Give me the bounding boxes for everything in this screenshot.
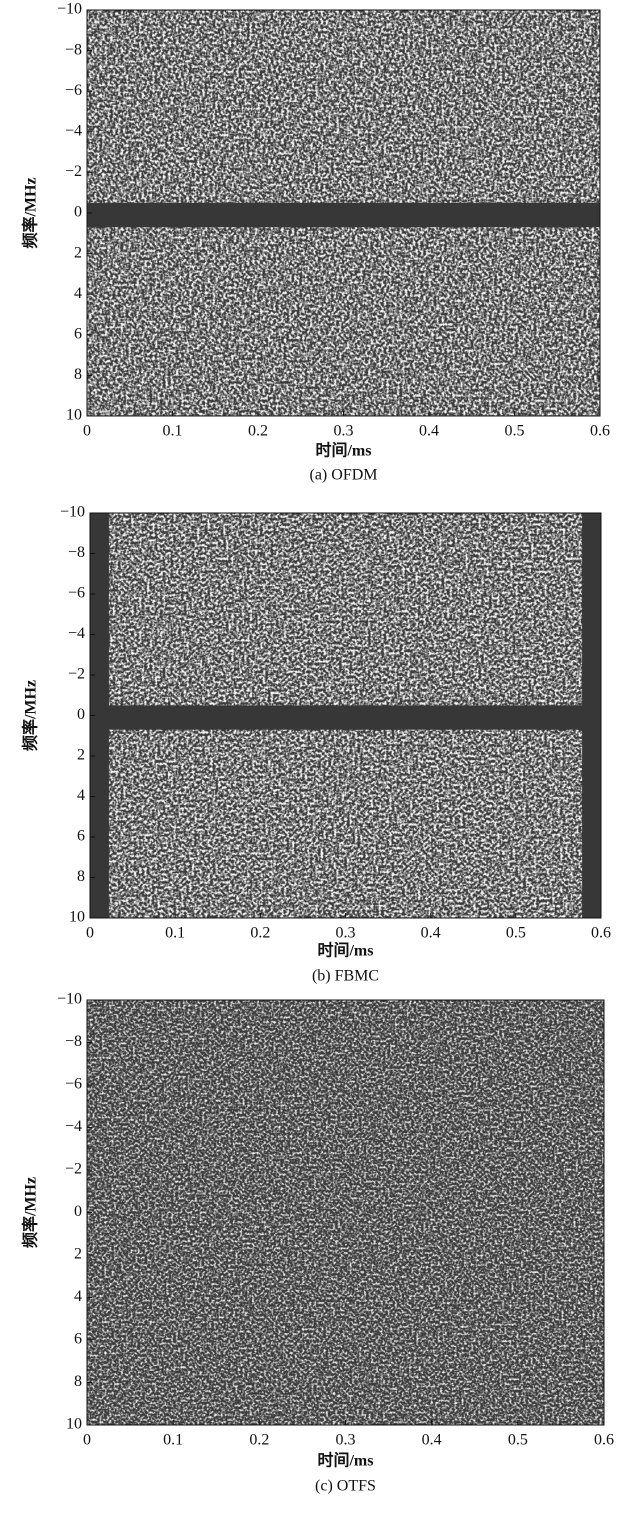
x-tick-label: 0.2 xyxy=(250,925,270,942)
y-tick-label: −8 xyxy=(65,1033,82,1050)
y-tick-label: 6 xyxy=(74,1331,82,1348)
y-tick-label: −4 xyxy=(65,122,82,139)
x-tick-label: 0.5 xyxy=(506,925,526,942)
x-tick-label: 0 xyxy=(86,925,94,942)
x-tick-label: 0.1 xyxy=(163,423,183,440)
y-tick-label: 8 xyxy=(77,868,85,885)
y-tick-label: 6 xyxy=(77,828,85,845)
panel-caption: (a) OFDM xyxy=(310,467,378,484)
x-tick-label: 0.3 xyxy=(336,1432,356,1449)
y-tick-label: 2 xyxy=(74,244,82,261)
panel: 0 0.1 0.2 0.3 0.4 0.5 0.6 −10 −8 −6 −4 −2 0 2 4 6 8 10 时间/… xyxy=(21,504,611,985)
x-tick-label: 0.4 xyxy=(421,925,441,942)
y-tick-label: 10 xyxy=(66,1416,82,1433)
y-tick-label: 4 xyxy=(74,285,82,302)
panel-caption: (c) OTFS xyxy=(315,1478,376,1495)
y-tick-label: −2 xyxy=(68,666,85,683)
x-axis-label: 时间/ms xyxy=(317,1451,373,1470)
x-tick-label: 0.1 xyxy=(165,925,185,942)
x-tick-label: 0.2 xyxy=(249,1432,269,1449)
x-tick-label: 0.1 xyxy=(163,1432,183,1449)
y-axis-label: 频率/MHz xyxy=(21,177,40,248)
panel-caption: (b) FBMC xyxy=(312,968,379,985)
panel: 0 0.1 0.2 0.3 0.4 0.5 0.6 −10 −8 −6 −4 −2 0 2 4 6 8 10 时间/… xyxy=(21,1,610,484)
heatmap-image xyxy=(87,1000,604,1425)
y-tick-label: −4 xyxy=(68,625,85,642)
y-tick-label: 6 xyxy=(74,325,82,342)
y-tick-label: −6 xyxy=(65,82,82,99)
y-tick-label: 0 xyxy=(74,204,82,221)
y-axis-label: 频率/MHz xyxy=(21,680,40,751)
guard-band xyxy=(87,202,600,228)
x-tick-label: 0.5 xyxy=(508,1432,528,1449)
y-tick-label: −4 xyxy=(65,1118,82,1135)
x-tick-label: 0.3 xyxy=(334,423,354,440)
y-tick-label: 10 xyxy=(66,407,82,424)
guard-band xyxy=(90,705,601,730)
y-tick-label: −10 xyxy=(57,1,82,18)
y-tick-label: −10 xyxy=(60,504,85,521)
y-tick-label: 10 xyxy=(69,909,85,926)
y-tick-label: 8 xyxy=(74,1373,82,1390)
guard-band xyxy=(582,513,601,918)
y-tick-label: 2 xyxy=(77,747,85,764)
y-tick-label: −8 xyxy=(68,544,85,561)
y-tick-label: −6 xyxy=(65,1076,82,1093)
x-axis-label: 时间/ms xyxy=(317,941,373,960)
y-tick-label: −8 xyxy=(65,41,82,58)
y-tick-label: −2 xyxy=(65,1161,82,1178)
y-axis-label: 频率/MHz xyxy=(21,1177,40,1248)
panel: 0 0.1 0.2 0.3 0.4 0.5 0.6 −10 −8 −6 −4 −2 0 2 4 6 8 10 时间/… xyxy=(21,991,614,1495)
x-axis-label: 时间/ms xyxy=(315,441,371,460)
x-tick-label: 0 xyxy=(83,423,91,440)
x-tick-label: 0.6 xyxy=(591,925,611,942)
guard-band xyxy=(90,513,109,918)
x-tick-label: 0.3 xyxy=(336,925,356,942)
x-tick-label: 0 xyxy=(83,1432,91,1449)
x-tick-label: 0.2 xyxy=(248,423,268,440)
x-tick-label: 0.6 xyxy=(594,1432,614,1449)
y-tick-label: 0 xyxy=(77,706,85,723)
y-tick-label: 0 xyxy=(74,1203,82,1220)
x-tick-label: 0.4 xyxy=(422,1432,442,1449)
y-tick-label: 2 xyxy=(74,1246,82,1263)
y-tick-label: 4 xyxy=(74,1288,82,1305)
x-tick-label: 0.5 xyxy=(505,423,525,440)
y-tick-label: 4 xyxy=(77,787,85,804)
x-tick-label: 0.6 xyxy=(590,423,610,440)
y-tick-label: −2 xyxy=(65,163,82,180)
y-tick-label: 8 xyxy=(74,366,82,383)
y-tick-label: −10 xyxy=(57,991,82,1008)
y-tick-label: −6 xyxy=(68,585,85,602)
x-tick-label: 0.4 xyxy=(419,423,439,440)
